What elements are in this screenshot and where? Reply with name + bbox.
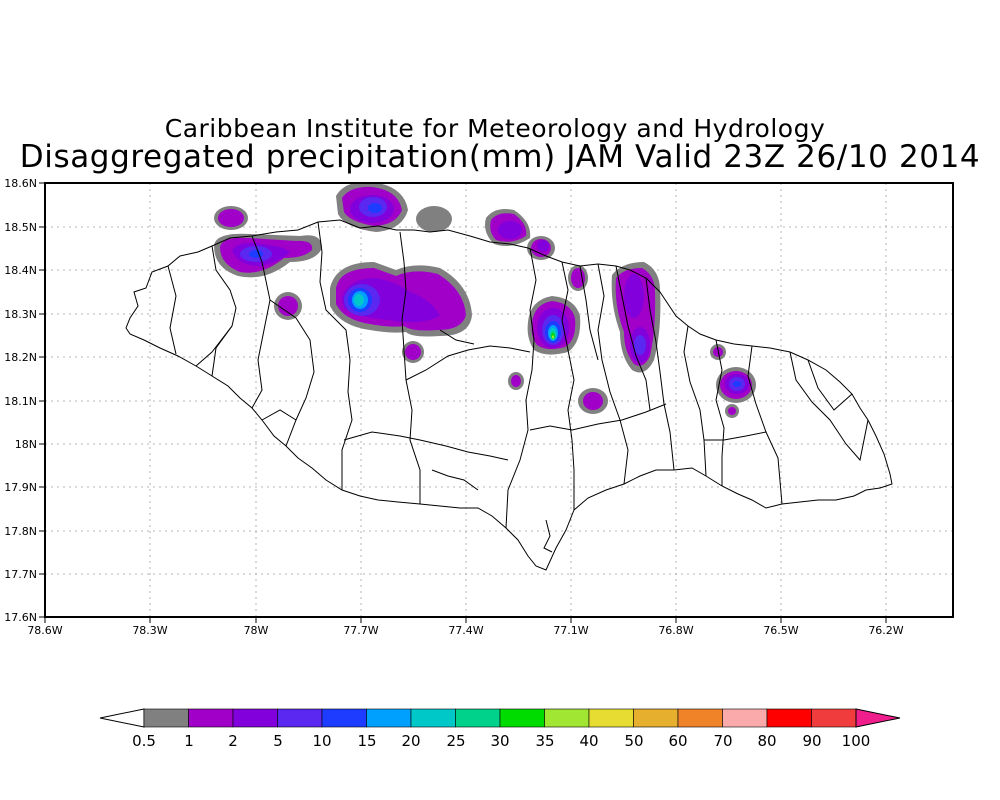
colorbar-label: 20 <box>401 732 420 750</box>
colorbar-swatch <box>544 708 590 728</box>
colorbar-swatch <box>722 708 768 728</box>
colorbar-label: 0.5 <box>132 732 156 750</box>
lon-label-78.3: 78.3W <box>132 624 167 637</box>
colorbar-swatch <box>766 708 812 728</box>
colorbar-label: 100 <box>842 732 871 750</box>
colorbar-label: 80 <box>757 732 776 750</box>
lon-label-77.4: 77.4W <box>448 624 483 637</box>
colorbar-label: 10 <box>312 732 331 750</box>
colorbar-label: 60 <box>668 732 687 750</box>
lat-label-18.5: 18.5N <box>4 221 37 234</box>
colorbar-swatch <box>188 708 234 728</box>
colorbar-label: 40 <box>579 732 598 750</box>
colorbar-swatch <box>455 708 501 728</box>
chart-title: Caribbean Institute for Meteorology and … <box>164 114 826 143</box>
colorbar-label: 90 <box>802 732 821 750</box>
gridlines <box>45 183 953 617</box>
lat-label-18.4: 18.4N <box>4 264 37 277</box>
colorbar-high-arrow <box>855 708 901 728</box>
lon-label-78.0: 78W <box>244 624 269 637</box>
lat-label-17.8: 17.8N <box>4 525 37 538</box>
colorbar-low-arrow <box>99 708 145 728</box>
colorbar-label: 50 <box>624 732 643 750</box>
lat-label-18.2: 18.2N <box>4 351 37 364</box>
colorbar-swatch <box>143 708 189 728</box>
colorbar-label: 1 <box>184 732 194 750</box>
colorbar-swatch <box>811 708 857 728</box>
colorbar-label: 30 <box>490 732 509 750</box>
colorbar-swatch <box>232 708 278 728</box>
precipitation-field <box>214 183 756 418</box>
lat-label-18.1: 18.1N <box>4 395 37 408</box>
lon-label-77.7: 77.7W <box>343 624 378 637</box>
colorbar-swatch <box>321 708 367 728</box>
colorbar-label: 70 <box>713 732 732 750</box>
colorbar-swatch <box>677 708 723 728</box>
colorbar-swatch <box>410 708 456 728</box>
colorbar-label: 25 <box>446 732 465 750</box>
colorbar-swatch <box>633 708 679 728</box>
lon-label-77.1: 77.1W <box>553 624 588 637</box>
lon-label-78.6: 78.6W <box>27 624 62 637</box>
lat-label-17.7: 17.7N <box>4 568 37 581</box>
colorbar-swatch <box>366 708 412 728</box>
plot-frame <box>44 182 954 618</box>
jamaica-outline <box>125 219 893 571</box>
colorbar: 0.5 1 2 5 10 15 20 25 30 35 40 50 60 70 … <box>99 708 901 750</box>
lat-label-18.0: 18N <box>15 438 37 451</box>
chart-subtitle: Disaggregated precipitation(mm) JAM Vali… <box>19 139 981 175</box>
lat-label-18.3: 18.3N <box>4 308 37 321</box>
lon-label-76.2: 76.2W <box>868 624 903 637</box>
lon-label-76.8: 76.8W <box>658 624 693 637</box>
colorbar-swatch <box>499 708 545 728</box>
colorbar-label: 35 <box>535 732 554 750</box>
colorbar-label: 5 <box>273 732 283 750</box>
colorbar-label: 15 <box>357 732 376 750</box>
lon-label-76.5: 76.5W <box>763 624 798 637</box>
lat-label-17.6: 17.6N <box>4 611 37 624</box>
colorbar-label: 2 <box>228 732 238 750</box>
lat-label-17.9: 17.9N <box>4 481 37 494</box>
colorbar-swatch <box>588 708 634 728</box>
colorbar-swatch <box>277 708 323 728</box>
lat-label-18.6: 18.6N <box>4 177 37 190</box>
